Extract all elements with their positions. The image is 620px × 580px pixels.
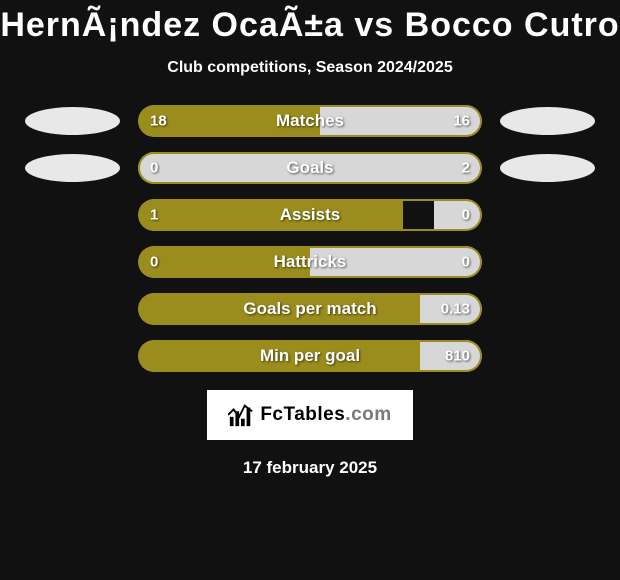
stat-bar: 0Goals2 — [138, 152, 482, 184]
stat-bar: Min per goal810 — [138, 340, 482, 372]
stat-bar: 18Matches16 — [138, 105, 482, 137]
fctables-icon — [228, 403, 254, 427]
date-text: 17 february 2025 — [243, 458, 377, 478]
logo-text: FcTables.com — [260, 404, 391, 426]
stat-row: 0Hattricks0 — [0, 246, 620, 278]
player-left-badge — [25, 154, 120, 182]
bar-right-fill — [310, 246, 482, 278]
logo-text-part1: FcTables — [260, 404, 345, 425]
bar-left-fill — [138, 199, 403, 231]
stat-row: 18Matches16 — [0, 105, 620, 137]
bar-right-fill — [420, 293, 482, 325]
stat-bar: 0Hattricks0 — [138, 246, 482, 278]
stat-bar: 1Assists0 — [138, 199, 482, 231]
player-right-badge — [500, 154, 595, 182]
bar-left-fill — [138, 246, 310, 278]
bar-right-fill — [434, 199, 482, 231]
bar-right-fill — [138, 152, 482, 184]
player-left-badge — [25, 107, 120, 135]
logo-text-part2: .com — [345, 404, 391, 425]
stat-row: Goals per match0.13 — [0, 293, 620, 325]
stat-bar: Goals per match0.13 — [138, 293, 482, 325]
comparison-container: 18Matches16 0Goals2 1Assists0 0Hattricks0 Go… — [0, 105, 620, 372]
stat-row: 0Goals2 — [0, 152, 620, 184]
bar-right-fill — [420, 340, 482, 372]
bar-left-fill — [138, 105, 320, 137]
stat-row: 1Assists0 — [0, 199, 620, 231]
logo-box: FcTables.com — [207, 390, 413, 440]
page-subtitle: Club competitions, Season 2024/2025 — [167, 59, 452, 77]
page-title: HernÃ¡ndez OcaÃ±a vs Bocco Cutro — [0, 6, 619, 45]
bar-right-fill — [320, 105, 482, 137]
stat-row: Min per goal810 — [0, 340, 620, 372]
player-right-badge — [500, 107, 595, 135]
